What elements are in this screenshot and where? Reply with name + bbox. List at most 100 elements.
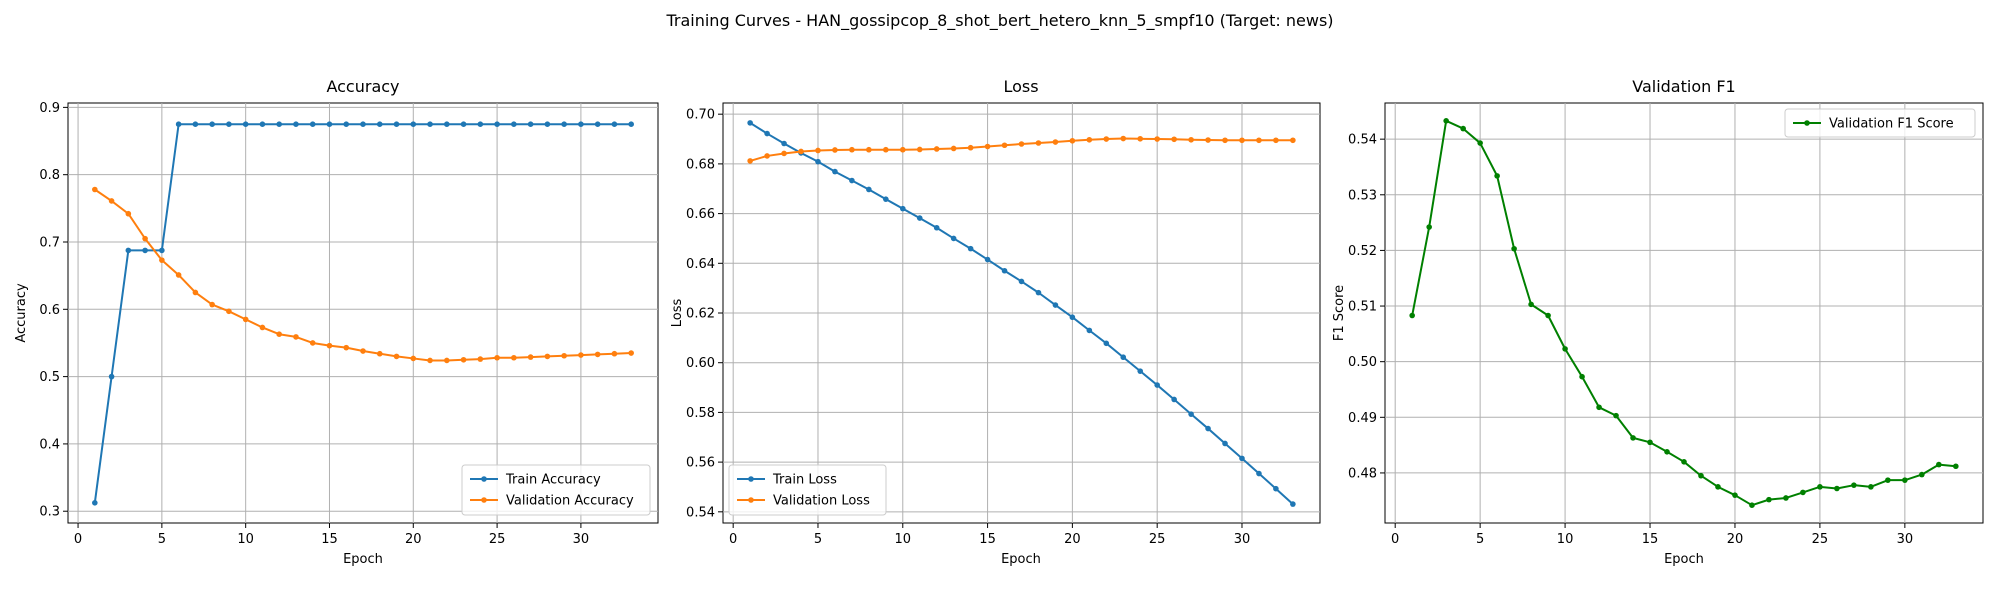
validation-loss-point	[1086, 136, 1093, 143]
validation-accuracy-point	[477, 356, 484, 362]
validation-f1-chart: Validation F1 Epoch F1 Score 0 5 10 15 20 25 3…	[1332, 77, 1984, 567]
validation-loss-point	[984, 143, 991, 150]
train-accuracy-point	[309, 121, 316, 128]
validation-accuracy-series	[92, 186, 634, 364]
validation-f1-score-point	[1783, 495, 1789, 501]
loss-x-tick-label: 20	[1064, 532, 1081, 547]
accuracy-plot-area	[67, 102, 659, 524]
accuracy-y-tick-label: 0.3	[39, 505, 60, 520]
train-loss-point	[1069, 314, 1076, 321]
train-loss-point	[883, 196, 889, 202]
validation-f1-score-point	[1647, 439, 1653, 446]
loss-y-axis-label: Loss	[670, 299, 685, 328]
validation-loss-legend-label: Validation Loss	[773, 494, 870, 509]
train-loss-point	[984, 256, 991, 263]
train-loss-point	[1273, 485, 1279, 492]
train-loss-point	[916, 215, 923, 221]
train-loss-point	[1120, 354, 1127, 361]
f1-x-tick-label: 25	[1812, 532, 1829, 547]
validation-loss-point	[1035, 140, 1042, 146]
train-loss-point	[1052, 302, 1059, 308]
train-loss-point	[1137, 368, 1144, 374]
validation-loss-point	[1188, 136, 1194, 143]
validation-f1-score-point	[1868, 484, 1874, 490]
train-accuracy-point	[611, 121, 618, 128]
f1-y-tick-label: 0.48	[1348, 466, 1377, 481]
loss-y-tick-label: 0.64	[686, 257, 715, 272]
f1-axis-ticks: 0 5 10 15 20 25 30 0.48 0.49 0.50 0.51 0.52 0.53 0.54	[1348, 133, 1913, 547]
loss-y-tick-label: 0.66	[686, 207, 715, 222]
train-accuracy-point	[159, 247, 165, 254]
validation-loss-point	[1052, 139, 1059, 145]
accuracy-x-axis-label: Epoch	[343, 552, 383, 567]
train-accuracy-point	[175, 121, 182, 128]
accuracy-y-tick-label: 0.9	[39, 101, 60, 116]
f1-x-tick-label: 30	[1897, 532, 1914, 547]
validation-accuracy-point	[511, 354, 517, 361]
validation-f1-score-point	[1902, 477, 1908, 483]
train-loss-point	[899, 205, 906, 212]
accuracy-y-axis-label: Accuracy	[14, 283, 29, 343]
validation-loss-point	[1205, 137, 1211, 143]
validation-loss-point	[1018, 141, 1025, 147]
validation-accuracy-point	[427, 357, 433, 364]
validation-accuracy-point	[578, 352, 584, 358]
train-loss-point	[1086, 327, 1093, 334]
accuracy-y-tick-label: 0.5	[39, 370, 60, 385]
accuracy-x-tick-label: 25	[489, 532, 506, 547]
validation-f1-score-point	[1528, 301, 1534, 308]
f1-y-tick-label: 0.51	[1348, 300, 1377, 315]
train-loss-point	[781, 140, 787, 147]
train-loss-point	[967, 245, 974, 252]
validation-accuracy-point	[444, 357, 450, 364]
validation-f1-score-legend-label: Validation F1 Score	[1829, 117, 1954, 132]
train-accuracy-point	[628, 121, 634, 128]
train-accuracy-point	[544, 121, 551, 128]
validation-loss-point	[781, 150, 787, 157]
validation-accuracy-point	[226, 308, 232, 315]
train-accuracy-point	[326, 121, 333, 128]
validation-accuracy-point	[309, 340, 316, 346]
validation-accuracy-point	[611, 350, 618, 357]
validation-f1-score-point	[1664, 448, 1670, 455]
validation-loss-point	[1239, 137, 1245, 144]
validation-accuracy-point	[276, 331, 282, 338]
train-accuracy-point	[578, 121, 584, 128]
validation-f1-score-point	[1800, 489, 1806, 496]
validation-f1-score-point	[1477, 140, 1483, 146]
f1-legend-box	[1784, 108, 1976, 138]
validation-loss-point	[1171, 136, 1177, 143]
train-accuracy-point	[393, 121, 400, 128]
train-loss-point	[866, 186, 872, 193]
train-loss-point	[1171, 396, 1177, 403]
validation-loss-point	[916, 146, 923, 153]
loss-x-axis-label: Epoch	[1001, 552, 1041, 567]
loss-chart-title: Loss	[1003, 77, 1038, 96]
loss-x-tick-label: 25	[1149, 532, 1166, 547]
f1-gridlines	[1385, 103, 1983, 523]
validation-loss-point	[1069, 137, 1076, 144]
f1-legend: Validation F1 Score	[1784, 108, 1976, 138]
validation-f1-score-point	[1460, 125, 1466, 132]
train-accuracy-point	[108, 373, 115, 380]
validation-loss-series	[747, 135, 1296, 164]
validation-accuracy-point	[628, 350, 634, 356]
accuracy-x-tick-label: 30	[573, 532, 590, 547]
validation-accuracy-point	[192, 289, 199, 296]
validation-accuracy-point	[175, 272, 182, 278]
validation-accuracy-legend-marker	[481, 497, 487, 503]
loss-gridlines	[723, 103, 1320, 523]
validation-f1-score-point	[1443, 118, 1449, 124]
train-loss-point	[933, 224, 940, 231]
loss-chart: Loss Epoch Loss 0 5 10 15 20 25 30 0.54 0.56 0.58…	[670, 77, 1321, 567]
accuracy-x-tick-label: 0	[74, 532, 82, 547]
train-accuracy-point	[376, 121, 383, 128]
train-loss-point	[1239, 455, 1245, 462]
train-loss-point	[1001, 267, 1008, 274]
train-loss-point	[1154, 382, 1160, 388]
train-loss-point	[1188, 411, 1194, 417]
validation-loss-point	[1256, 137, 1262, 144]
validation-f1-score-point	[1409, 312, 1415, 319]
validation-accuracy-point	[159, 257, 165, 263]
validation-accuracy-point	[494, 354, 500, 361]
